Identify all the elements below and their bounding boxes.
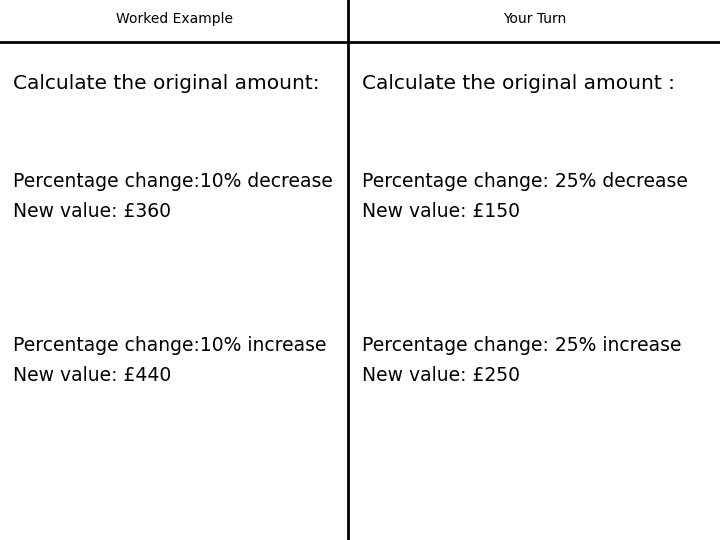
Text: Calculate the original amount:: Calculate the original amount: <box>13 74 320 93</box>
Text: New value: £360: New value: £360 <box>13 202 171 221</box>
Text: Percentage change: 25% decrease: Percentage change: 25% decrease <box>362 172 688 192</box>
Text: Percentage change:10% decrease: Percentage change:10% decrease <box>13 172 333 192</box>
Text: New value: £150: New value: £150 <box>362 202 520 221</box>
Text: New value: £250: New value: £250 <box>362 366 520 385</box>
Text: Your Turn: Your Turn <box>503 12 566 26</box>
Text: New value: £440: New value: £440 <box>13 366 171 385</box>
Text: Calculate the original amount :: Calculate the original amount : <box>362 74 675 93</box>
Text: Worked Example: Worked Example <box>116 12 233 26</box>
Text: Percentage change: 25% increase: Percentage change: 25% increase <box>362 336 682 355</box>
Text: Percentage change:10% increase: Percentage change:10% increase <box>13 336 326 355</box>
